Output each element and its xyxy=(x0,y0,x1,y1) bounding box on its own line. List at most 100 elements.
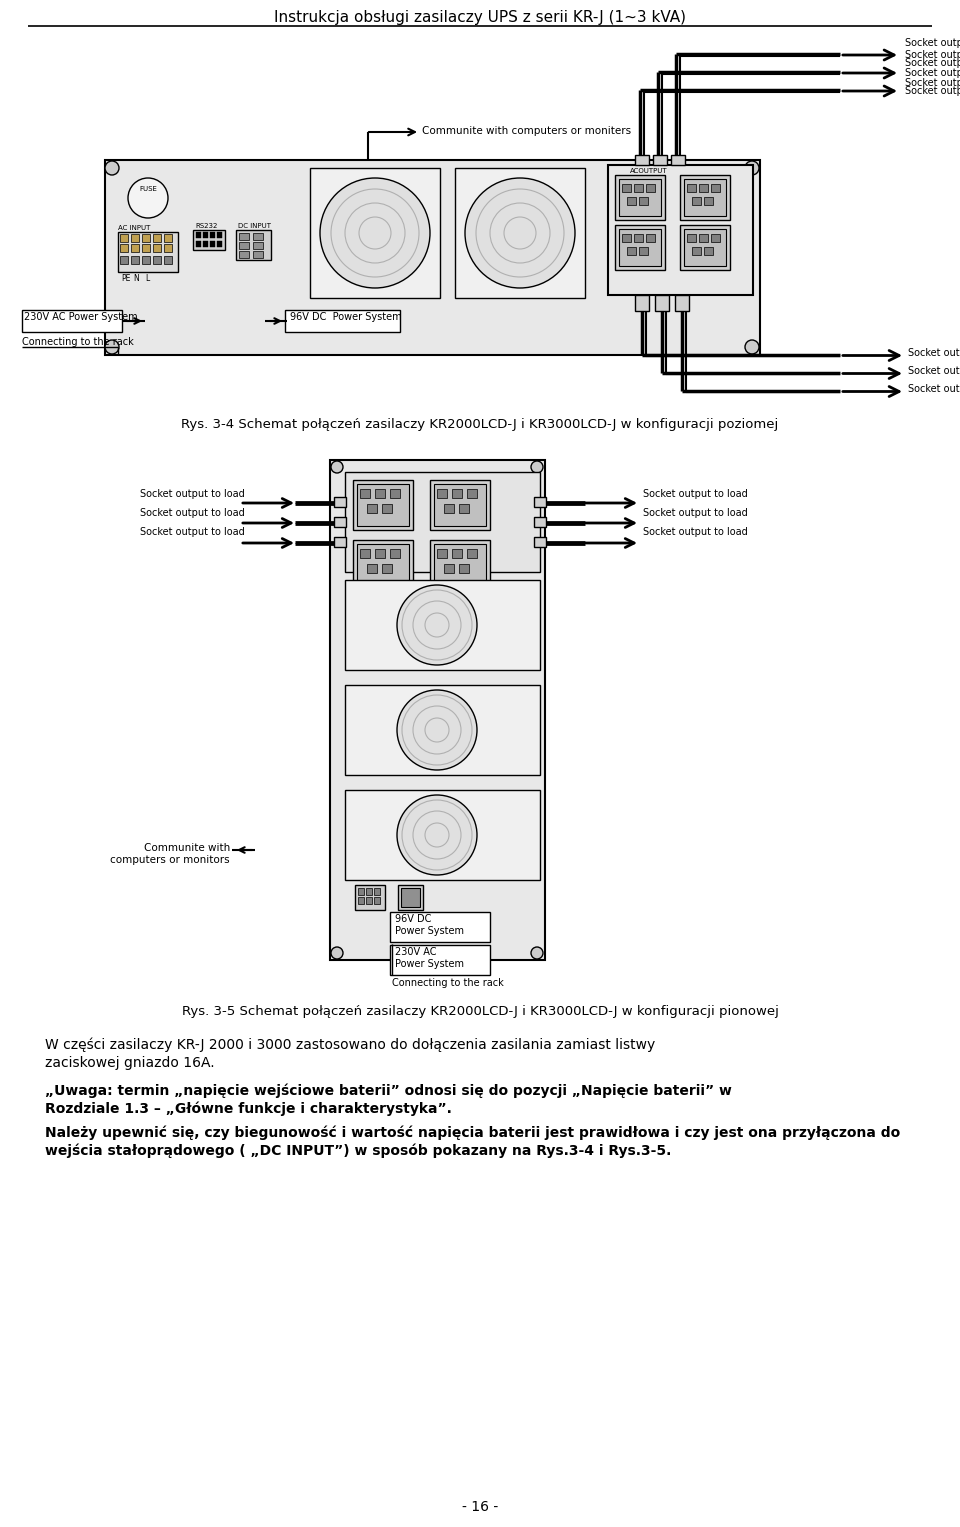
Bar xyxy=(687,183,696,192)
Bar xyxy=(704,247,713,255)
Bar xyxy=(345,789,540,880)
Bar xyxy=(366,889,372,895)
Bar xyxy=(345,580,540,670)
Bar xyxy=(353,541,413,589)
Text: zaciskowej gniazdo 16A.: zaciskowej gniazdo 16A. xyxy=(45,1057,215,1070)
Text: 230V AC
Power System: 230V AC Power System xyxy=(395,947,464,968)
Bar xyxy=(655,295,669,312)
Text: Rozdziale 1.3 – „Główne funkcje i charakterystyka”.: Rozdziale 1.3 – „Główne funkcje i charak… xyxy=(45,1102,452,1116)
Text: „Uwaga: termin „napięcie wejściowe baterii” odnosi się do pozycji „Napięcie bate: „Uwaga: termin „napięcie wejściowe bater… xyxy=(45,1084,732,1098)
Bar xyxy=(217,232,222,238)
Bar xyxy=(680,176,730,220)
Text: Socket output to load: Socket output to load xyxy=(905,38,960,47)
Bar xyxy=(334,538,346,547)
Bar xyxy=(627,247,636,255)
Bar xyxy=(118,232,178,272)
Bar xyxy=(615,176,665,220)
Bar xyxy=(153,234,161,241)
Bar xyxy=(375,489,385,498)
Text: Socket output to load: Socket output to load xyxy=(908,383,960,394)
Text: Rys. 3-5 Schemat połączeń zasilaczy KR2000LCD-J i KR3000LCD-J w konfiguracji pio: Rys. 3-5 Schemat połączeń zasilaczy KR20… xyxy=(181,1005,779,1019)
Circle shape xyxy=(331,947,343,959)
Text: DC INPUT: DC INPUT xyxy=(238,223,271,229)
Text: N: N xyxy=(133,273,139,282)
Bar xyxy=(253,234,263,240)
Bar xyxy=(401,889,420,907)
Bar xyxy=(330,460,545,960)
Bar xyxy=(285,310,400,331)
Bar xyxy=(357,544,409,586)
Circle shape xyxy=(465,179,575,289)
Text: Socket output to load: Socket output to load xyxy=(140,527,245,538)
Bar xyxy=(164,257,172,264)
Bar xyxy=(203,232,208,238)
Text: Socket output to load: Socket output to load xyxy=(643,489,748,499)
Bar xyxy=(193,231,225,250)
Bar xyxy=(375,550,385,557)
Text: 230V AC Power System: 230V AC Power System xyxy=(24,312,137,322)
Text: Socket output to load: Socket output to load xyxy=(905,50,960,60)
Bar xyxy=(374,896,380,904)
Text: - 16 -: - 16 - xyxy=(462,1500,498,1513)
Bar xyxy=(390,912,490,942)
Bar xyxy=(699,234,708,241)
Bar xyxy=(120,257,128,264)
Bar xyxy=(239,250,249,258)
Text: Connecting to the rack: Connecting to the rack xyxy=(392,977,504,988)
Bar xyxy=(310,168,440,298)
Bar xyxy=(622,234,631,241)
Text: AC INPUT: AC INPUT xyxy=(118,224,151,231)
Text: Socket output to load: Socket output to load xyxy=(140,508,245,518)
Bar xyxy=(467,550,477,557)
Bar xyxy=(467,489,477,498)
Bar xyxy=(639,197,648,205)
Bar xyxy=(120,244,128,252)
Bar xyxy=(382,504,392,513)
Bar xyxy=(684,229,726,266)
Circle shape xyxy=(331,461,343,473)
Bar xyxy=(374,889,380,895)
Circle shape xyxy=(531,947,543,959)
Bar xyxy=(622,183,631,192)
Bar xyxy=(196,241,201,247)
Bar xyxy=(627,197,636,205)
Bar xyxy=(459,563,469,573)
Bar xyxy=(398,886,423,910)
Circle shape xyxy=(128,179,168,218)
Bar xyxy=(444,504,454,513)
Bar xyxy=(684,179,726,215)
Bar xyxy=(687,234,696,241)
Bar xyxy=(608,165,753,295)
Text: 96V DC  Power System: 96V DC Power System xyxy=(290,312,401,322)
Bar xyxy=(367,563,377,573)
Bar xyxy=(639,247,648,255)
Text: wejścia stałoprądowego ( „DC INPUT”) w sposób pokazany na Rys.3-4 i Rys.3-5.: wejścia stałoprądowego ( „DC INPUT”) w s… xyxy=(45,1144,671,1159)
Bar xyxy=(459,504,469,513)
Bar xyxy=(680,224,730,270)
Bar xyxy=(210,232,215,238)
Bar xyxy=(358,889,364,895)
Bar xyxy=(345,472,540,573)
Bar xyxy=(452,489,462,498)
Bar xyxy=(711,234,720,241)
Bar xyxy=(444,563,454,573)
Bar xyxy=(120,234,128,241)
Circle shape xyxy=(531,461,543,473)
Bar xyxy=(675,295,689,312)
Text: Socket output to load: Socket output to load xyxy=(140,489,245,499)
Bar xyxy=(615,224,665,270)
Text: Należy upewnić się, czy biegunowość i wartość napięcia baterii jest prawidłowa i: Należy upewnić się, czy biegunowość i wa… xyxy=(45,1125,900,1141)
Bar xyxy=(236,231,271,260)
Text: PE: PE xyxy=(121,273,131,282)
Text: Communite with computers or moniters: Communite with computers or moniters xyxy=(422,127,631,136)
Bar xyxy=(704,197,713,205)
Bar xyxy=(434,544,486,586)
Bar xyxy=(355,886,385,910)
Bar xyxy=(646,183,655,192)
Bar xyxy=(217,241,222,247)
Bar xyxy=(142,257,150,264)
Text: Socket output to load: Socket output to load xyxy=(643,527,748,538)
Text: RS232: RS232 xyxy=(195,223,217,229)
Bar xyxy=(619,229,661,266)
Text: Socket output to load: Socket output to load xyxy=(905,69,960,78)
